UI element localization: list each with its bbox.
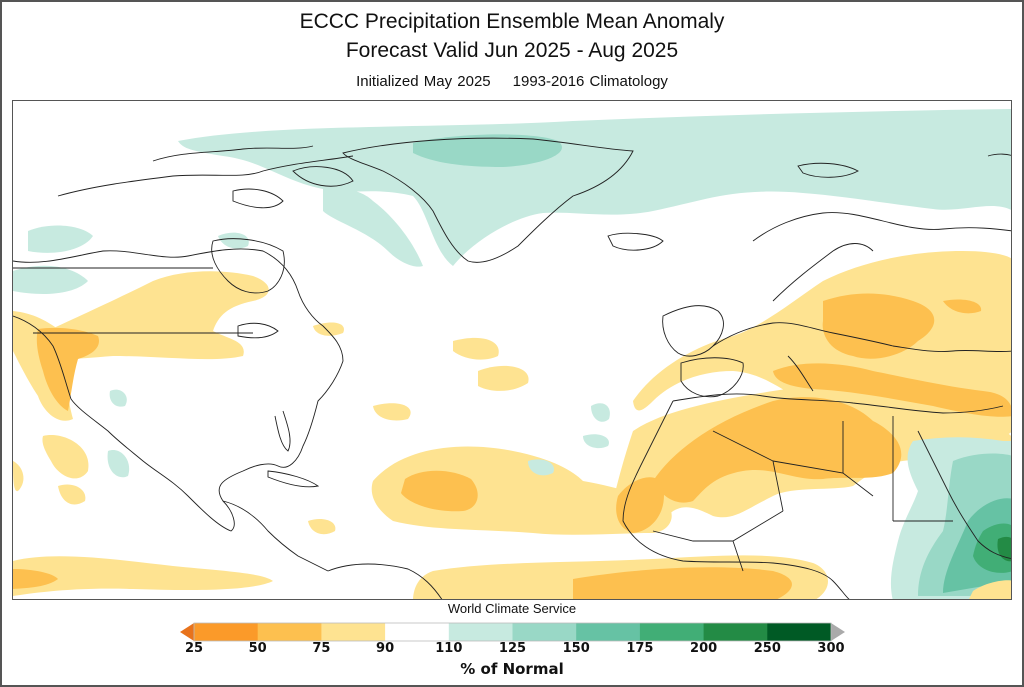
anomaly-region-pacific-mexico-2 bbox=[58, 484, 86, 505]
colorbar-outline bbox=[193, 622, 832, 642]
anomaly-region-sw-us-wet bbox=[109, 389, 127, 407]
anomaly-region-atlantic-wet-3 bbox=[528, 459, 554, 476]
colorbar-tick-label: 110 bbox=[435, 641, 463, 656]
colorbar-over-triangle bbox=[831, 623, 845, 641]
anomaly-region-e-europe-core-2 bbox=[943, 299, 982, 314]
colorbar-bin-75-90 bbox=[321, 623, 386, 641]
anomaly-region-guinea-core bbox=[573, 567, 792, 599]
climatology-label: 1993-2016 Climatology bbox=[512, 73, 668, 90]
anomaly-region-tropical-atlantic-core bbox=[401, 470, 478, 512]
colorbar-bin-150-175 bbox=[576, 623, 641, 641]
colorbar-tick-label: 125 bbox=[498, 641, 527, 656]
anomaly-region-atlantic-patch-1 bbox=[453, 337, 499, 360]
credit-label: World Climate Service bbox=[447, 601, 577, 616]
colorbar-tick-label: 25 bbox=[184, 641, 204, 656]
anomaly-region-baja-wet bbox=[107, 450, 130, 478]
colorbar-bin-90-110 bbox=[385, 623, 450, 641]
anomaly-region-e-europe-core bbox=[822, 293, 935, 359]
map-subtitle: Forecast Valid Jun 2025 - Aug 2025 bbox=[345, 39, 679, 62]
anomaly-region-atlantic-wet-2 bbox=[583, 434, 609, 449]
anomaly-region-sahara-core bbox=[653, 397, 902, 503]
map-info-line: Initialized May 2025 1993-2016 Climatolog… bbox=[0, 73, 1024, 90]
anomaly-region-horn-africa-4 bbox=[973, 523, 1011, 573]
anomaly-region-east-africa-dry bbox=[969, 580, 1011, 599]
anomaly-region-tropical-atlantic bbox=[371, 446, 672, 535]
anomaly-region-e-pacific-band bbox=[13, 556, 273, 596]
anomaly-region-hudson-east bbox=[218, 232, 249, 249]
anomaly-region-atlantic-patch-3 bbox=[373, 403, 411, 421]
anomaly-region-greenland-core bbox=[413, 134, 562, 167]
anomaly-region-nw-canada bbox=[13, 265, 88, 294]
anomaly-map bbox=[12, 100, 1012, 600]
colorbar-bin-200-250 bbox=[703, 623, 768, 641]
colorbar-tick-label: 175 bbox=[626, 641, 654, 656]
colorbar-tick-label: 300 bbox=[817, 641, 845, 656]
colorbar-bin-25-50 bbox=[194, 623, 259, 641]
anomaly-region-pacific-mexico-3 bbox=[13, 461, 24, 492]
colorbar-bin-50-75 bbox=[257, 623, 322, 641]
colorbar-bin-110-125 bbox=[448, 623, 513, 641]
colorbar-svg bbox=[180, 622, 845, 642]
map-canvas bbox=[13, 109, 1011, 599]
colorbar-tick-label: 75 bbox=[312, 641, 331, 656]
anomaly-region-e-pacific-core bbox=[13, 569, 58, 589]
anomaly-region-west-sahara bbox=[616, 477, 664, 533]
anomaly-region-pacific-nw-core bbox=[36, 327, 99, 411]
colorbar-tick-label: 50 bbox=[248, 641, 267, 656]
anomaly-region-caribbean-patch bbox=[308, 519, 336, 535]
colorbar-bin-250-300 bbox=[767, 623, 832, 641]
colorbar-under-triangle bbox=[180, 623, 194, 641]
anomaly-region-atlantic-patch-2 bbox=[478, 365, 529, 391]
anomaly-region-alaska bbox=[28, 225, 93, 253]
colorbar bbox=[180, 620, 845, 644]
coastlines bbox=[13, 137, 1011, 599]
anomaly-region-pacific-mexico bbox=[42, 435, 89, 479]
map-title: ECCC Precipitation Ensemble Mean Anomaly bbox=[299, 10, 725, 33]
colorbar-tick-label: 150 bbox=[562, 641, 590, 656]
anomaly-region-greenland-south bbox=[323, 188, 423, 267]
initialized-label: Initialized May 2025 bbox=[356, 73, 491, 90]
colorbar-bin-125-150 bbox=[512, 623, 577, 641]
colorbar-tick-label: 200 bbox=[690, 641, 718, 656]
colorbar-tick-label: 90 bbox=[376, 641, 395, 656]
colorbar-unit-label: % of Normal bbox=[460, 660, 564, 678]
anomaly-region-med-core bbox=[773, 363, 1011, 417]
anomaly-region-atlantic-wet-1 bbox=[591, 403, 610, 422]
colorbar-tick-label: 250 bbox=[753, 641, 781, 656]
anomaly-region-atlantic-patch-4 bbox=[313, 322, 344, 336]
anomaly-region-arctic bbox=[178, 109, 1011, 266]
colorbar-bin-175-200 bbox=[639, 623, 705, 641]
